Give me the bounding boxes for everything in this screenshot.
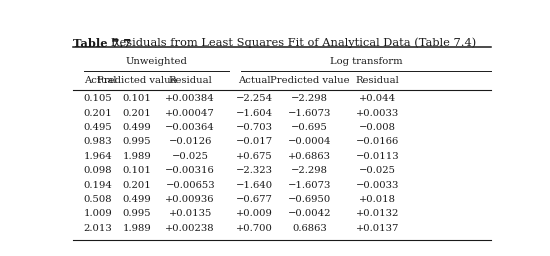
Text: Residual: Residual	[168, 76, 212, 85]
Text: +0.700: +0.700	[236, 224, 273, 233]
Text: +0.0132: +0.0132	[356, 209, 399, 218]
Text: Unweighted: Unweighted	[125, 57, 187, 66]
Text: Log transform: Log transform	[330, 57, 403, 66]
Text: 0.201: 0.201	[123, 180, 151, 189]
Text: −0.0113: −0.0113	[356, 152, 400, 161]
Text: −0.0033: −0.0033	[356, 180, 399, 189]
Text: +0.00384: +0.00384	[166, 94, 215, 103]
Text: 1.989: 1.989	[123, 224, 151, 233]
Text: Predicted value: Predicted value	[97, 76, 177, 85]
Text: +0.6863: +0.6863	[288, 152, 331, 161]
Text: 0.499: 0.499	[123, 123, 151, 132]
Text: −0.00653: −0.00653	[166, 180, 215, 189]
Text: Actual: Actual	[238, 76, 271, 85]
Text: 0.105: 0.105	[84, 94, 112, 103]
Text: 0.101: 0.101	[123, 94, 151, 103]
Text: −1.6073: −1.6073	[288, 180, 331, 189]
Text: −2.298: −2.298	[291, 94, 328, 103]
Text: 1.009: 1.009	[84, 209, 112, 218]
Text: +0.0135: +0.0135	[168, 209, 212, 218]
Text: 0.995: 0.995	[123, 209, 151, 218]
Text: +0.0137: +0.0137	[356, 224, 399, 233]
Text: −0.025: −0.025	[172, 152, 209, 161]
Text: −0.008: −0.008	[359, 123, 397, 132]
Text: +0.00238: +0.00238	[166, 224, 215, 233]
Text: +0.018: +0.018	[359, 195, 397, 204]
Text: 2.013: 2.013	[84, 224, 112, 233]
Text: Residual: Residual	[356, 76, 400, 85]
Text: +0.009: +0.009	[236, 209, 273, 218]
Text: −0.025: −0.025	[359, 166, 397, 175]
Text: 0.995: 0.995	[123, 137, 151, 146]
Text: −0.017: −0.017	[235, 137, 273, 146]
Text: +0.00936: +0.00936	[166, 195, 215, 204]
Text: Predicted value: Predicted value	[270, 76, 349, 85]
Text: 0.495: 0.495	[84, 123, 112, 132]
Text: +0.044: +0.044	[359, 94, 397, 103]
Text: −0.703: −0.703	[235, 123, 273, 132]
Text: −0.0126: −0.0126	[168, 137, 212, 146]
Text: −1.640: −1.640	[235, 180, 273, 189]
Text: −2.323: −2.323	[235, 166, 273, 175]
Text: 1.989: 1.989	[123, 152, 151, 161]
Text: −0.695: −0.695	[291, 123, 328, 132]
Text: −2.298: −2.298	[291, 166, 328, 175]
Text: 0.201: 0.201	[84, 109, 112, 118]
Text: 0.098: 0.098	[84, 166, 112, 175]
Text: +0.0033: +0.0033	[356, 109, 399, 118]
Text: −0.677: −0.677	[236, 195, 273, 204]
Text: −0.00364: −0.00364	[166, 123, 215, 132]
Text: 0.6863: 0.6863	[292, 224, 327, 233]
Text: −0.00316: −0.00316	[166, 166, 215, 175]
Text: −0.0004: −0.0004	[288, 137, 331, 146]
Text: 1.964: 1.964	[84, 152, 112, 161]
Text: 0.201: 0.201	[123, 109, 151, 118]
Text: 0.499: 0.499	[123, 195, 151, 204]
Text: Actual: Actual	[84, 76, 116, 85]
Text: −1.604: −1.604	[235, 109, 273, 118]
Text: Residuals from Least Squares Fit of Analytical Data (Table 7.4): Residuals from Least Squares Fit of Anal…	[111, 38, 476, 48]
Text: −2.254: −2.254	[235, 94, 273, 103]
Text: 0.194: 0.194	[84, 180, 113, 189]
Text: Table 7.7: Table 7.7	[73, 38, 131, 49]
Text: −0.0166: −0.0166	[356, 137, 399, 146]
Text: +0.00047: +0.00047	[166, 109, 215, 118]
Text: −0.6950: −0.6950	[288, 195, 331, 204]
Text: −0.0042: −0.0042	[288, 209, 331, 218]
Text: +0.675: +0.675	[236, 152, 273, 161]
Text: 0.983: 0.983	[84, 137, 112, 146]
Text: 0.508: 0.508	[84, 195, 112, 204]
Text: 0.101: 0.101	[123, 166, 151, 175]
Text: −1.6073: −1.6073	[288, 109, 331, 118]
